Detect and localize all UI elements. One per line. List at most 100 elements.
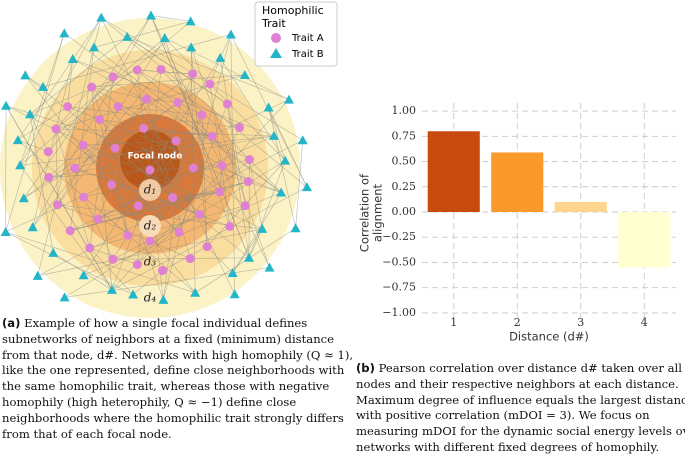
caption-text: from that of each focal node. [2,427,172,441]
node-trait-b [302,182,312,191]
caption-line: (a) Example of how a single focal indivi… [2,316,353,332]
x-tick-label: 1 [450,316,457,329]
bar [428,131,480,212]
node-trait-a [109,72,118,81]
y-tick-label: −0.25 [382,230,416,243]
node-trait-a [195,210,204,219]
caption-line: homophily (high heterophily, Q ≈ −1) def… [2,395,353,411]
caption-label: (a) [2,316,20,330]
legend: Homophilic Trait Trait A Trait B [255,2,337,66]
bar [555,202,607,212]
node-trait-a [85,243,94,252]
caption-text: the same homophilic trait, whereas those… [2,379,329,393]
x-tick-label: 2 [514,316,521,329]
y-tick-label: 0.75 [392,129,417,142]
bar-chart: −1.00−0.75−0.50−0.250.000.250.500.751.00… [358,103,677,344]
distance-label: d₄ [144,291,157,305]
node-trait-b [20,70,30,79]
x-tick-label: 4 [641,316,648,329]
caption-text: Maximum degree of influence equals the l… [356,393,685,407]
x-tick-label: 3 [577,316,584,329]
focal-label: Focal node [128,152,183,162]
node-trait-a [215,187,224,196]
node-trait-b [1,227,11,236]
y-tick-label: 0.25 [392,180,417,193]
node-trait-a [218,161,227,170]
node-trait-a [173,98,182,107]
y-axis-label: Correlation of [358,173,372,252]
legend-label: Trait B [291,49,324,60]
caption-text: from that node, d#. Networks with high h… [2,348,353,362]
node-trait-a [107,180,116,189]
node-trait-a [87,83,96,92]
distance-label: d₂ [144,219,157,233]
node-trait-a [205,80,214,89]
node-trait-a [114,102,123,111]
caption-line: from that of each focal node. [2,427,353,443]
caption-line: the same homophilic trait, whereas those… [2,379,353,395]
node-trait-b [284,95,294,104]
caption-line: with positive correlation (mDOI = 3). We… [356,408,685,424]
node-trait-b [1,101,11,110]
node-trait-a [53,200,62,209]
legend-title: Homophilic [262,4,324,17]
node-trait-a [157,65,166,74]
node-trait-a [95,115,104,124]
caption-label: (b) [356,361,375,375]
node-trait-a [142,95,151,104]
node-trait-a [208,132,217,141]
caption-text: neighborhoods where the homophilic trait… [2,411,344,425]
bar [491,152,543,212]
node-trait-a [225,222,234,231]
caption-text: Example of how a single focal individual… [20,316,307,330]
node-trait-b [291,223,301,232]
bar [618,212,670,268]
node-trait-a [79,141,88,150]
node-trait-a [203,242,212,251]
caption-text: nodes and their respective neighbors at … [356,377,679,391]
node-trait-a [133,66,142,75]
caption-line: from that node, d#. Networks with high h… [2,348,353,364]
caption-text: measuring mDOI for the dynamic social en… [356,424,685,438]
y-tick-label: 1.00 [392,104,417,117]
node-trait-a [108,255,117,264]
node-trait-a [70,164,79,173]
distance-label: d₁ [144,183,157,197]
y-axis-label: alignment [371,183,385,242]
node-trait-a [244,177,253,186]
caption-b: (b) Pearson correlation over distance d#… [356,361,685,456]
node-trait-a [79,193,88,202]
node-trait-a [171,136,180,145]
node-trait-b [226,29,236,38]
legend-marker [271,33,281,43]
node-trait-a [197,110,206,119]
node-trait-a [94,214,103,223]
node-trait-a [123,231,132,240]
node-trait-a [146,236,155,245]
y-tick-label: −0.75 [382,281,416,294]
caption-line: Maximum degree of influence equals the l… [356,393,685,409]
caption-line: nodes and their respective neighbors at … [356,377,685,393]
node-trait-a [235,123,244,132]
caption-line: like the one represented, define close n… [2,363,353,379]
node-trait-a [111,144,120,153]
node-trait-a [168,193,177,202]
y-tick-label: 0.50 [392,155,417,168]
node-trait-a [223,99,232,108]
x-axis-label: Distance (d#) [509,330,589,344]
caption-text: subnetworks of neighbors at a fixed (min… [2,332,334,346]
y-tick-label: −1.00 [382,306,416,319]
node-trait-a [133,260,142,269]
caption-text: Pearson correlation over distance d# tak… [375,361,685,375]
focal-node [146,166,155,175]
node-trait-a [139,124,148,133]
caption-text: networks with different fixed degrees of… [356,440,659,454]
caption-line: networks with different fixed degrees of… [356,440,685,456]
legend-title: Trait [261,17,286,30]
node-trait-a [189,164,198,173]
node-trait-a [63,102,72,111]
node-trait-a [44,173,53,182]
y-tick-label: −0.50 [382,255,416,268]
caption-text: homophily (high heterophily, Q ≈ −1) def… [2,395,296,409]
